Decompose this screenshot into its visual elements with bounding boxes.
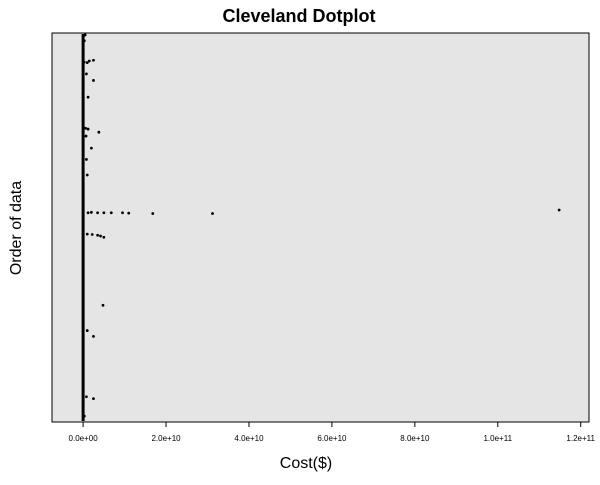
data-point bbox=[92, 79, 95, 82]
data-point bbox=[82, 414, 86, 418]
data-point bbox=[101, 303, 105, 307]
data-point bbox=[84, 134, 88, 138]
data-point bbox=[99, 234, 102, 238]
data-point bbox=[89, 210, 93, 214]
x-tick-label: 0.0e+00 bbox=[69, 434, 99, 443]
data-point bbox=[85, 158, 88, 161]
data-point bbox=[82, 60, 86, 64]
x-axis: 0.0e+00 2.0e+10 4.0e+10 6.0e+10 8.0e+10 1.0e+… bbox=[69, 422, 596, 443]
data-point bbox=[102, 235, 106, 239]
data-point bbox=[83, 33, 87, 37]
data-point bbox=[85, 173, 89, 177]
x-tick-label: 1.0e+11 bbox=[483, 434, 512, 443]
data-point bbox=[85, 61, 89, 64]
x-axis-label: Cost($) bbox=[280, 455, 332, 472]
data-point bbox=[85, 395, 88, 399]
data-point bbox=[89, 146, 93, 150]
data-points bbox=[81, 33, 561, 421]
data-point bbox=[102, 211, 106, 215]
data-point bbox=[121, 211, 124, 215]
data-point bbox=[109, 211, 113, 215]
data-point bbox=[84, 126, 87, 130]
data-point bbox=[86, 95, 90, 99]
data-point bbox=[211, 212, 214, 215]
data-point bbox=[86, 211, 90, 215]
x-tick-label: 6.0e+10 bbox=[317, 434, 347, 443]
data-point bbox=[92, 397, 95, 401]
x-tick-label: 2.0e+10 bbox=[151, 434, 181, 443]
x-tick-label: 4.0e+10 bbox=[234, 434, 264, 443]
data-point bbox=[85, 232, 89, 236]
chart-title: Cleveland Dotplot bbox=[222, 6, 375, 26]
data-point bbox=[151, 212, 155, 215]
y-axis-label: Order of data bbox=[8, 181, 25, 275]
plot-area bbox=[51, 32, 590, 423]
data-point bbox=[87, 59, 91, 63]
data-point bbox=[85, 72, 88, 76]
x-tick-label: 1.2e+11 bbox=[566, 434, 595, 443]
data-point bbox=[90, 233, 94, 236]
data-point bbox=[96, 211, 100, 215]
data-point bbox=[86, 127, 90, 131]
data-point bbox=[92, 335, 95, 338]
data-point bbox=[97, 130, 101, 134]
data-point bbox=[85, 329, 89, 332]
x-tick-label: 8.0e+10 bbox=[400, 434, 430, 443]
data-point bbox=[557, 208, 561, 212]
data-point bbox=[82, 39, 86, 43]
data-point bbox=[96, 233, 100, 237]
data-point bbox=[127, 211, 131, 215]
data-point bbox=[92, 58, 95, 62]
